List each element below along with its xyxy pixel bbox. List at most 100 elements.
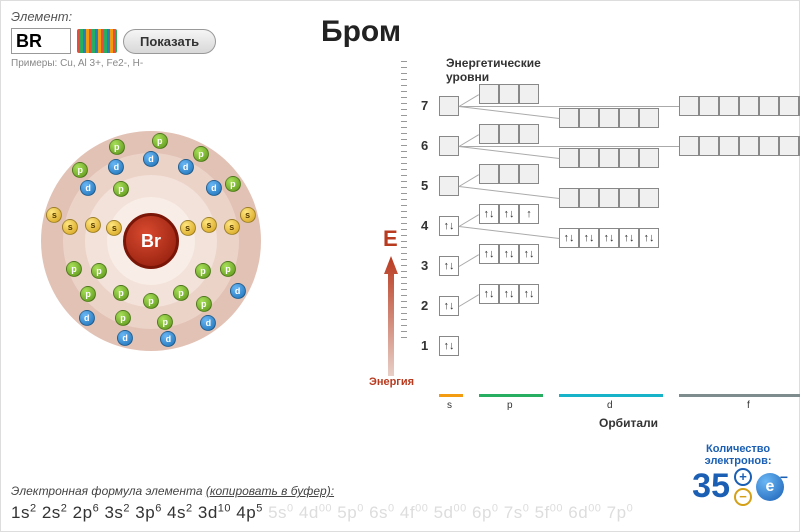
orbital-box-d	[639, 108, 659, 128]
electron-p: p	[66, 261, 82, 277]
orbital-box-f	[719, 96, 739, 116]
connector-line	[459, 214, 480, 227]
formula-term-inactive: 4d00	[299, 503, 337, 522]
connector-line	[459, 106, 679, 107]
orbital-box-p: ↑↓	[499, 244, 519, 264]
electron-p: p	[80, 286, 96, 302]
electron-p: p	[109, 139, 125, 155]
orbital-box-f	[699, 96, 719, 116]
orbital-box-d: ↑↓	[599, 228, 619, 248]
formula-term-inactive: 5p0	[337, 503, 369, 522]
axis-label-p: p	[507, 400, 513, 411]
orbital-box-p	[479, 124, 499, 144]
orbital-box-f	[679, 136, 699, 156]
element-name-title: Бром	[321, 15, 401, 49]
formula-term-inactive: 7p0	[607, 503, 634, 522]
levels-title: Энергетические уровни	[446, 56, 541, 84]
level-number: 3	[421, 258, 428, 273]
energy-diagram: E Энергия Энергетические уровни 7654↑↓↑↓…	[321, 56, 791, 416]
orbital-box-f	[779, 96, 799, 116]
orbital-box-d	[639, 148, 659, 168]
formula-text: 1s2 2s2 2p6 3s2 3p6 4s2 3d10 4p5 5s0 4d0…	[11, 502, 789, 523]
formula-term-inactive: 6p0	[472, 503, 504, 522]
formula-term: 3d10	[198, 503, 236, 522]
formula-term-inactive: 4f00	[400, 503, 434, 522]
orbital-box-d	[599, 188, 619, 208]
orbital-box-d	[599, 148, 619, 168]
axis-label-s: s	[447, 400, 452, 411]
orbital-box-f	[719, 136, 739, 156]
connector-line	[459, 254, 480, 267]
orbital-box-d	[559, 148, 579, 168]
level-number: 6	[421, 138, 428, 153]
input-row: Показать	[11, 28, 216, 54]
orbital-box-p	[519, 124, 539, 144]
connector-line	[459, 146, 679, 147]
energy-ruler	[401, 61, 407, 341]
electron-d: d	[178, 159, 194, 175]
orbital-box-p: ↑↓	[499, 204, 519, 224]
input-label: Элемент:	[11, 9, 216, 24]
level-number: 2	[421, 298, 428, 313]
electron-p: p	[91, 263, 107, 279]
connector-line	[459, 106, 559, 119]
copy-formula-link[interactable]: (копировать в буфер):	[206, 484, 334, 498]
orbital-box-p: ↑↓	[479, 244, 499, 264]
axis-segment-d	[559, 394, 663, 397]
orbital-box-d	[559, 108, 579, 128]
orbital-box-d	[619, 148, 639, 168]
orbital-box-s	[439, 176, 459, 196]
electron-d: d	[79, 310, 95, 326]
orbital-box-d: ↑↓	[559, 228, 579, 248]
axis-label-d: d	[607, 400, 613, 411]
atom-core: Br	[123, 213, 179, 269]
formula-term-inactive: 5f00	[535, 503, 569, 522]
connector-line	[459, 94, 480, 107]
orbital-box-f	[739, 96, 759, 116]
element-input[interactable]	[11, 28, 71, 54]
level-number: 7	[421, 98, 428, 113]
formula-term: 1s2	[11, 503, 42, 522]
orbital-box-s: ↑↓	[439, 296, 459, 316]
electron-d: d	[143, 151, 159, 167]
show-button[interactable]: Показать	[123, 29, 216, 54]
energy-arrow-icon	[384, 256, 398, 376]
orbital-box-p	[479, 164, 499, 184]
electron-d: d	[117, 330, 133, 346]
connector-line	[459, 134, 480, 147]
orbital-box-f	[779, 136, 799, 156]
electron-p: p	[157, 314, 173, 330]
orbital-box-p: ↑↓	[519, 284, 539, 304]
formula-term: 3s2	[104, 503, 135, 522]
formula-term-inactive: 5s0	[268, 503, 299, 522]
connector-line	[459, 186, 559, 199]
electron-d: d	[206, 180, 222, 196]
formula-term: 3p6	[135, 503, 167, 522]
input-area: Элемент: Показать Примеры: Cu, Al 3+, Fe…	[11, 9, 216, 69]
axis-segment-p	[479, 394, 543, 397]
orbital-box-d	[619, 188, 639, 208]
electron-d: d	[108, 159, 124, 175]
orbital-box-d: ↑↓	[639, 228, 659, 248]
orbital-box-d	[579, 108, 599, 128]
electron-p: p	[115, 310, 131, 326]
electron-s: s	[106, 220, 122, 236]
orbital-box-p	[479, 84, 499, 104]
orbital-axis: spdf Орбитали	[439, 394, 800, 424]
electron-p: p	[225, 176, 241, 192]
orbital-box-f	[759, 136, 779, 156]
periodic-table-icon[interactable]	[77, 29, 117, 53]
app-container: Элемент: Показать Примеры: Cu, Al 3+, Fe…	[0, 0, 800, 532]
connector-line	[459, 174, 480, 187]
connector-line	[459, 146, 559, 159]
orbital-box-d	[639, 188, 659, 208]
electron-p: p	[113, 181, 129, 197]
electron-p: p	[196, 296, 212, 312]
orbital-box-d	[599, 108, 619, 128]
orbital-box-f	[679, 96, 699, 116]
formula-term-inactive: 6s0	[369, 503, 400, 522]
orbital-box-s: ↑↓	[439, 256, 459, 276]
formula-term-inactive: 7s0	[504, 503, 535, 522]
orbital-box-s	[439, 136, 459, 156]
plus-icon[interactable]: +	[734, 468, 752, 486]
